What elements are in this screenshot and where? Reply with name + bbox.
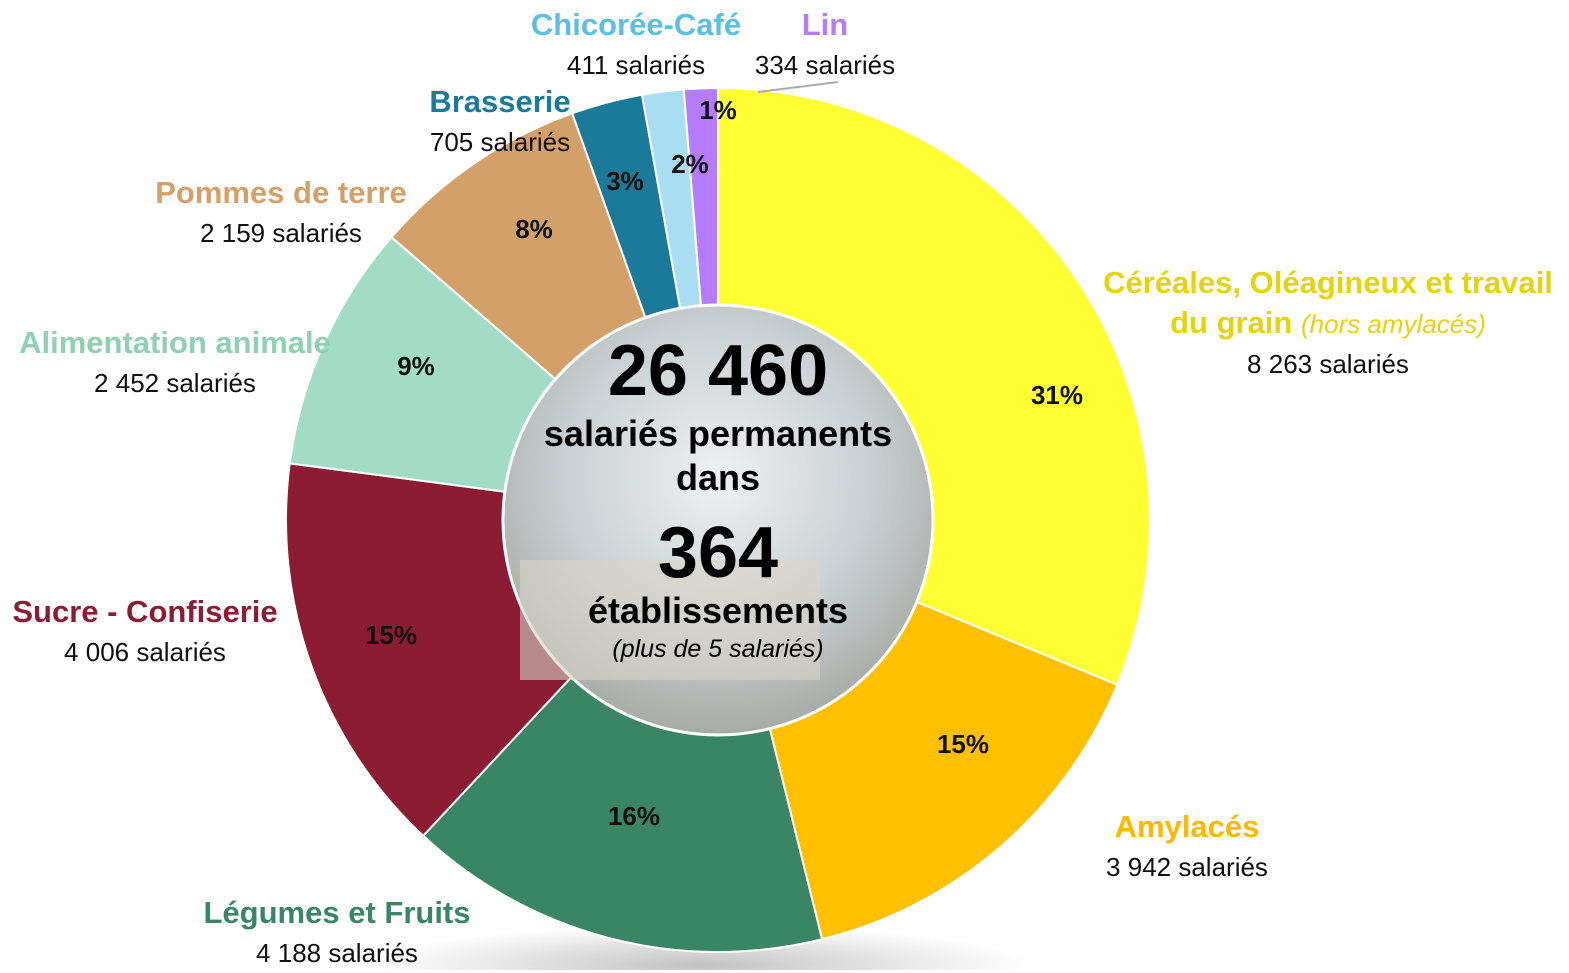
category-label: Brasserie 705 salariés <box>370 82 630 162</box>
percent-label: 3% <box>606 166 644 196</box>
category-text: Chicorée-Café <box>530 7 742 42</box>
percent-label: 15% <box>365 620 417 650</box>
category-name: Amylacés <box>1037 807 1337 847</box>
employee-label: 3 942 salariés <box>1106 852 1268 882</box>
category-name: Lin <box>695 5 955 45</box>
employee-label: 8 263 salariés <box>1247 349 1409 379</box>
category-text: Brasserie <box>429 84 571 119</box>
employee-label: 411 salariés <box>566 50 706 80</box>
percent-label: 8% <box>515 214 553 244</box>
category-name: Céréales, Oléagineux et travail du grain… <box>1098 263 1558 344</box>
category-text: Sucre - Confiserie <box>12 594 278 629</box>
employee-label: 2 159 salariés <box>200 218 362 248</box>
category-name: Sucre - Confiserie <box>0 592 295 632</box>
percent-label: 16% <box>608 801 660 831</box>
photo-building <box>520 560 820 680</box>
category-label: Légumes et Fruits 4 188 salariés <box>157 893 517 973</box>
category-name: Brasserie <box>370 82 630 122</box>
category-text: Légumes et Fruits <box>203 895 471 930</box>
category-name: Légumes et Fruits <box>157 893 517 933</box>
category-text: Lin <box>801 7 849 42</box>
center-total: 26 460 <box>607 331 829 411</box>
center-sites-note: (plus de 5 salariés) <box>612 635 824 663</box>
center-sites: 364 <box>657 513 779 593</box>
employee-label: 4 006 salariés <box>64 637 226 667</box>
leader-line <box>757 81 839 93</box>
employee-label: 2 452 salariés <box>94 368 256 398</box>
percent-label: 2% <box>671 149 709 179</box>
category-text: Amylacés <box>1114 809 1260 844</box>
category-label: Pommes de terre 2 159 salariés <box>131 173 431 253</box>
category-label: Céréales, Oléagineux et travail du grain… <box>1098 263 1558 384</box>
percent-label: 9% <box>397 351 435 381</box>
center-total-text: salariés permanents dans <box>543 413 893 498</box>
category-label: Chicorée-Café 411 salariés <box>506 5 766 85</box>
percent-label: 1% <box>699 95 737 125</box>
percent-label: 31% <box>1031 380 1083 410</box>
center-sites-text: établissements <box>587 590 849 631</box>
category-label: Sucre - Confiserie 4 006 salariés <box>0 592 295 672</box>
category-label: Lin 334 salariés <box>695 5 955 85</box>
employee-label: 705 salariés <box>429 127 571 157</box>
category-text: Pommes de terre <box>155 175 407 210</box>
employee-label: 4 188 salariés <box>256 938 418 968</box>
category-label: Alimentation animale 2 452 salariés <box>5 323 345 403</box>
category-text: Alimentation animale <box>19 325 331 360</box>
category-name: Pommes de terre <box>131 173 431 213</box>
category-label: Amylacés 3 942 salariés <box>1037 807 1337 887</box>
employee-label: 334 salariés <box>754 50 896 80</box>
percent-label: 15% <box>937 729 989 759</box>
category-name: Alimentation animale <box>5 323 345 363</box>
category-name: Chicorée-Café <box>506 5 766 45</box>
category-text: Céréales, Oléagineux et travail du grain <box>1103 265 1553 340</box>
category-note: (hors amylacés) <box>1300 309 1486 339</box>
